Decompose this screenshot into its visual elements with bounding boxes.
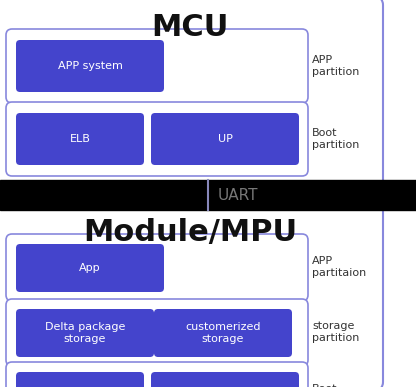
Text: storage
partition: storage partition (312, 321, 359, 343)
FancyBboxPatch shape (0, 0, 383, 188)
Text: APP
partition: APP partition (312, 55, 359, 77)
FancyBboxPatch shape (6, 299, 308, 366)
Text: App: App (79, 263, 101, 273)
Text: ELB: ELB (69, 134, 90, 144)
Text: APP system: APP system (57, 61, 122, 71)
Text: Boot
partition: Boot partition (312, 128, 359, 150)
Text: Module/MPU: Module/MPU (83, 217, 297, 247)
FancyBboxPatch shape (16, 309, 154, 357)
Text: Delta package
storage: Delta package storage (45, 322, 125, 344)
FancyBboxPatch shape (0, 202, 383, 387)
FancyBboxPatch shape (154, 309, 292, 357)
Text: UP: UP (218, 134, 233, 144)
Text: APP
partitaion: APP partitaion (312, 256, 366, 278)
FancyBboxPatch shape (6, 234, 308, 301)
FancyBboxPatch shape (6, 362, 308, 387)
FancyBboxPatch shape (16, 113, 144, 165)
Text: UART: UART (218, 187, 258, 202)
Text: customerized
storage: customerized storage (185, 322, 261, 344)
Bar (0, 180, 416, 210)
FancyBboxPatch shape (151, 372, 299, 387)
FancyBboxPatch shape (16, 244, 164, 292)
FancyBboxPatch shape (6, 102, 308, 176)
FancyBboxPatch shape (6, 29, 308, 103)
Text: Boot
partition: Boot partition (312, 384, 359, 387)
FancyBboxPatch shape (16, 40, 164, 92)
FancyBboxPatch shape (16, 372, 144, 387)
FancyBboxPatch shape (151, 113, 299, 165)
Text: MCU: MCU (151, 12, 229, 41)
